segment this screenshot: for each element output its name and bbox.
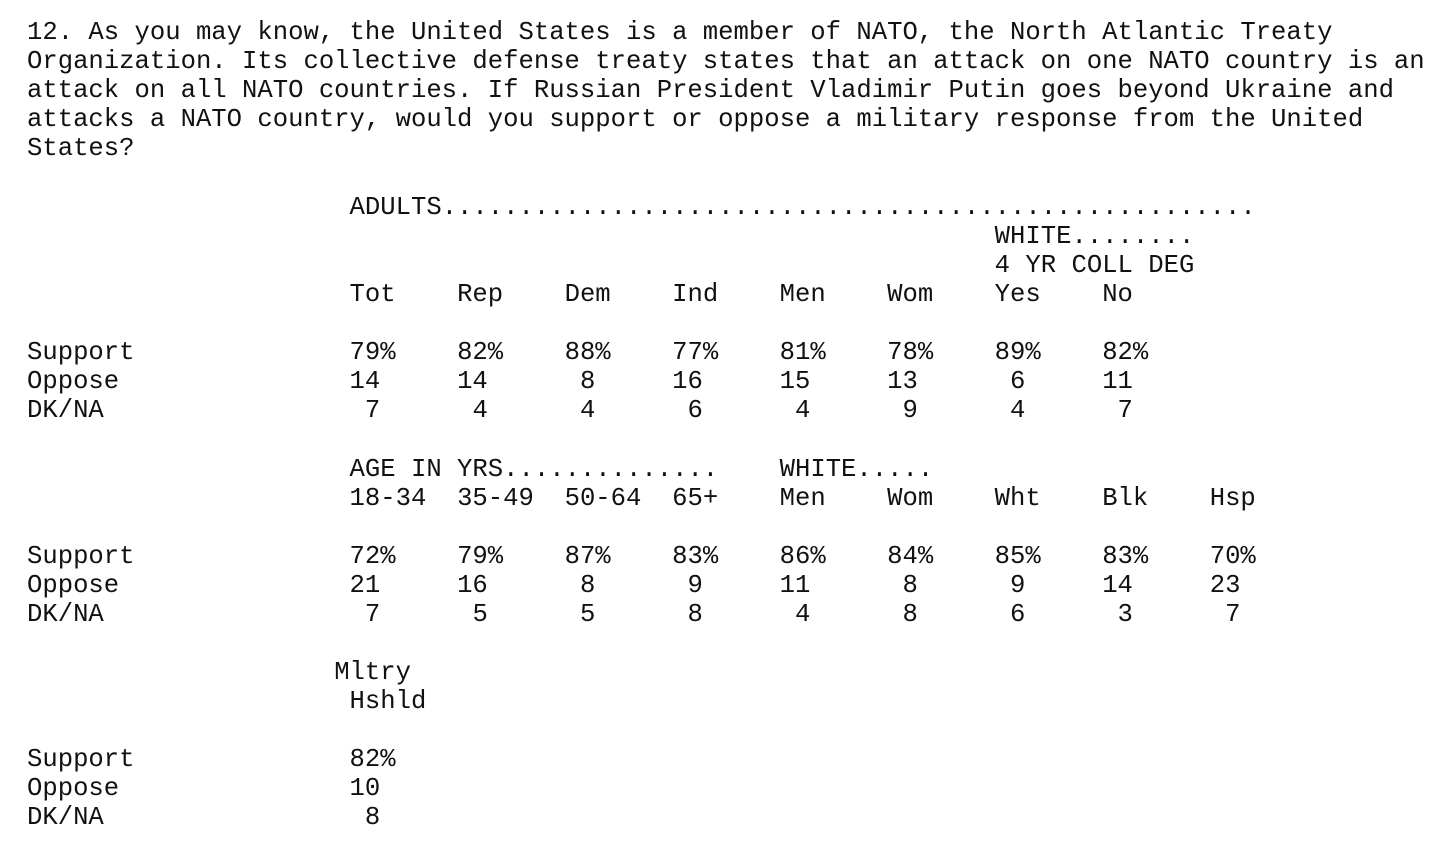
cell-value: 8 (902, 570, 918, 600)
column-header: No (1102, 280, 1133, 310)
cell-value: 10 (349, 774, 381, 804)
row-label: Oppose (27, 774, 120, 804)
row-label: Support (27, 745, 135, 775)
cell-value: 5 (472, 599, 488, 629)
column-header: Blk (1102, 483, 1149, 513)
column-header: Hshld (349, 687, 427, 717)
column-header: Dem (564, 280, 611, 310)
row-label: Support (27, 338, 135, 368)
column-header: Wom (887, 280, 934, 310)
question-text: 12. As you may know, the United States i… (27, 18, 1425, 164)
cell-value: 6 (1010, 599, 1026, 629)
cell-value: 9 (902, 396, 918, 426)
row-label: DK/NA (27, 396, 104, 426)
row-label: Oppose (27, 367, 120, 397)
row-label: DK/NA (27, 599, 104, 629)
column-header: Wht (994, 483, 1041, 513)
cell-value: 88% (564, 338, 611, 368)
cell-value: 14 (349, 367, 381, 397)
banner-label: AGE IN YRS.............. (349, 454, 719, 484)
column-header: Men (779, 280, 826, 310)
cell-value: 79% (349, 338, 396, 368)
cell-value: 15 (779, 367, 811, 397)
cell-value: 87% (564, 541, 611, 571)
cell-value: 9 (1010, 570, 1026, 600)
cell-value: 72% (349, 541, 396, 571)
cell-value: 84% (887, 541, 934, 571)
cell-value: 78% (887, 338, 934, 368)
column-header: Men (779, 483, 826, 513)
cell-value: 5 (579, 599, 596, 629)
cell-value: 16 (672, 367, 703, 397)
cell-value: 13 (887, 367, 918, 397)
cell-value: 4 (472, 396, 488, 426)
column-header: 65+ (672, 483, 719, 513)
cell-value: 7 (1117, 396, 1133, 426)
cell-value: 4 (795, 396, 811, 426)
column-header: Tot (349, 280, 396, 310)
cell-value: 83% (672, 541, 719, 571)
cell-value: 8 (579, 570, 596, 600)
column-header: Yes (994, 280, 1041, 310)
cell-value: 4 (579, 396, 596, 426)
banner-label: ADULTS..................................… (349, 192, 1256, 222)
banner-label: WHITE........ (994, 221, 1195, 251)
column-header: Rep (457, 280, 504, 310)
cell-value: 79% (457, 541, 504, 571)
cell-value: 21 (349, 570, 381, 600)
cell-value: 3 (1117, 599, 1133, 629)
cell-value: 14 (1102, 570, 1133, 600)
banner-label: WHITE..... (779, 454, 934, 484)
cell-value: 14 (457, 367, 488, 397)
cell-value: 85% (994, 541, 1041, 571)
column-header: Hsp (1209, 483, 1256, 513)
cell-value: 82% (349, 745, 396, 775)
cell-value: 16 (457, 570, 488, 600)
cell-value: 8 (687, 599, 703, 629)
column-header: 50-64 (564, 483, 642, 513)
column-header: 35-49 (457, 483, 534, 513)
banner-label: 4 YR COLL DEG (994, 251, 1195, 281)
cell-value: 83% (1102, 541, 1149, 571)
cell-value: 8 (364, 803, 381, 833)
cell-value: 70% (1209, 541, 1256, 571)
cell-value: 23 (1209, 570, 1241, 600)
cell-value: 8 (902, 599, 918, 629)
cell-value: 82% (1102, 338, 1149, 368)
cell-value: 8 (579, 367, 596, 397)
row-label: DK/NA (27, 803, 104, 833)
cell-value: 86% (779, 541, 826, 571)
cell-value: 4 (795, 599, 811, 629)
cell-value: 7 (364, 396, 381, 426)
cell-value: 7 (1225, 599, 1241, 629)
cell-value: 6 (687, 396, 703, 426)
cell-value: 81% (779, 338, 826, 368)
cell-value: 7 (364, 599, 381, 629)
cell-value: 89% (994, 338, 1041, 368)
row-label: Oppose (27, 570, 120, 600)
row-label: Support (27, 541, 135, 571)
column-header: Wom (887, 483, 934, 513)
cell-value: 6 (1010, 367, 1026, 397)
banner-label: Mltry (334, 658, 411, 688)
cell-value: 9 (687, 570, 703, 600)
cell-value: 11 (779, 570, 811, 600)
cell-value: 82% (457, 338, 504, 368)
cell-value: 77% (672, 338, 719, 368)
cell-value: 11 (1102, 367, 1133, 397)
column-header: 18-34 (349, 483, 427, 513)
cell-value: 4 (1010, 396, 1026, 426)
column-header: Ind (672, 280, 719, 310)
